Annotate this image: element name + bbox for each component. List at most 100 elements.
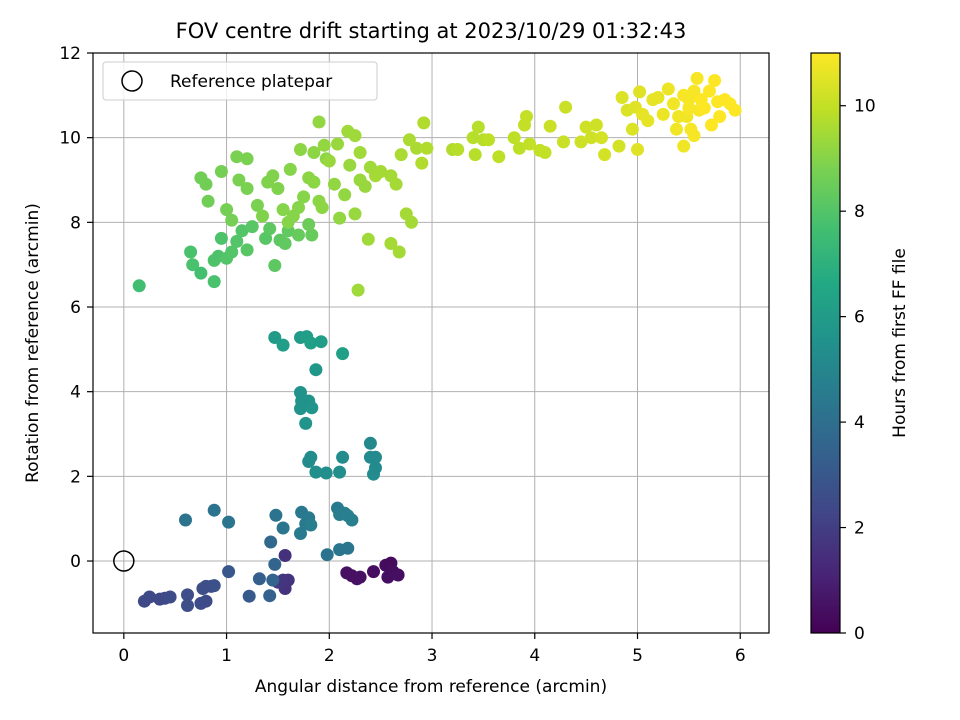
scatter-point <box>132 279 146 293</box>
x-tick-label: 5 <box>632 646 643 666</box>
scatter-point <box>264 535 278 549</box>
scatter-point <box>348 207 362 221</box>
scatter-point <box>512 141 526 155</box>
y-tick-label: 12 <box>59 44 81 64</box>
scatter-point <box>194 266 208 280</box>
scatter-point <box>276 203 290 217</box>
scatter-point <box>687 84 701 98</box>
scatter-point <box>579 120 593 134</box>
scatter-point <box>656 107 670 121</box>
scatter-point <box>304 450 318 464</box>
scatter-point <box>363 436 377 450</box>
scatter-point <box>292 201 305 214</box>
scatter-point <box>468 148 482 162</box>
colorbar-tick-label: 0 <box>854 624 865 644</box>
reference-point-marker <box>113 550 135 572</box>
scatter-point <box>222 565 236 579</box>
scatter-point <box>389 177 403 191</box>
scatter-point <box>595 131 608 145</box>
scatter-point <box>271 182 285 195</box>
scatter-point <box>677 139 691 153</box>
scatter-point <box>179 513 192 527</box>
scatter-point <box>507 131 521 145</box>
scatter-point <box>336 347 350 361</box>
scatter-point <box>482 133 495 147</box>
scatter-point <box>252 572 266 586</box>
scatter-point <box>181 599 194 612</box>
y-tick-label: 4 <box>70 383 81 403</box>
scatter-point <box>394 148 408 162</box>
scatter-point <box>207 579 221 593</box>
scatter-point <box>315 201 329 214</box>
scatter-point <box>314 335 328 349</box>
colorbar-tick-label: 10 <box>854 97 876 117</box>
scatter-point <box>305 401 319 415</box>
x-tick-label: 2 <box>324 646 335 666</box>
y-tick-label: 2 <box>70 467 81 487</box>
y-tick-label: 0 <box>70 552 81 572</box>
chart-title: FOV centre drift starting at 2023/10/29 … <box>176 19 687 43</box>
scatter-point <box>451 143 465 156</box>
colorbar-ticks: 0 2 4 6 8 10 <box>840 97 876 644</box>
scatter-point <box>322 154 336 168</box>
scatter-point <box>309 363 323 377</box>
scatter-point <box>256 209 269 223</box>
scatter-point <box>220 203 234 217</box>
scatter-point <box>374 165 388 178</box>
scatter-point <box>278 549 292 562</box>
colorbar-tick-label: 4 <box>854 413 865 433</box>
scatter-point <box>207 275 221 289</box>
x-tick-label: 0 <box>118 646 129 666</box>
scatter-point <box>307 175 321 189</box>
scatter-point <box>702 84 716 98</box>
scatter-point <box>232 173 246 187</box>
scatter-point <box>302 218 316 231</box>
scatter-point <box>184 245 198 259</box>
scatter-point <box>259 231 273 245</box>
scatter-point <box>367 565 380 579</box>
scatter-point <box>294 402 307 416</box>
scatter-point <box>713 110 727 123</box>
scatter-point <box>319 466 333 480</box>
scatter-point <box>186 258 200 272</box>
scatter-point <box>269 508 283 522</box>
scatter-point <box>230 234 244 248</box>
scatter-point <box>538 146 552 159</box>
scatter-point <box>415 156 429 170</box>
gridlines <box>93 52 769 633</box>
scatter-point <box>304 336 318 350</box>
scatter-point <box>661 82 675 96</box>
plot-area-frame <box>92 52 770 634</box>
scatter-point <box>263 589 277 603</box>
scatter-point <box>263 222 277 236</box>
scatter-point <box>199 177 213 191</box>
scatter-point <box>207 503 221 517</box>
scatter-point <box>557 135 570 149</box>
scatter-point <box>225 245 239 259</box>
scatter-point <box>697 101 711 115</box>
x-axis-ticks: 0 1 2 3 4 5 6 <box>118 633 746 666</box>
scatter-point <box>559 100 573 114</box>
scatter-point <box>351 283 365 297</box>
scatter-point <box>615 91 629 104</box>
scatter-point <box>543 119 557 133</box>
colorbar-tick-label: 2 <box>854 519 865 539</box>
scatter-point <box>392 245 406 259</box>
scatter-point <box>235 224 249 238</box>
scatter-point <box>240 182 254 195</box>
scatter-points <box>132 71 742 612</box>
legend-label-reference: Reference platepar <box>170 72 332 92</box>
scatter-point <box>327 177 341 191</box>
scatter-point <box>309 465 323 479</box>
scatter-point <box>250 198 264 212</box>
scatter-point <box>633 85 647 99</box>
scatter-point <box>420 141 434 155</box>
scatter-point <box>268 331 282 344</box>
scatter-point <box>225 213 239 227</box>
scatter-point <box>520 110 533 123</box>
scatter-point <box>682 101 696 115</box>
scatter-point <box>297 190 311 204</box>
scatter-point <box>222 515 236 529</box>
scatter-point <box>612 139 626 153</box>
